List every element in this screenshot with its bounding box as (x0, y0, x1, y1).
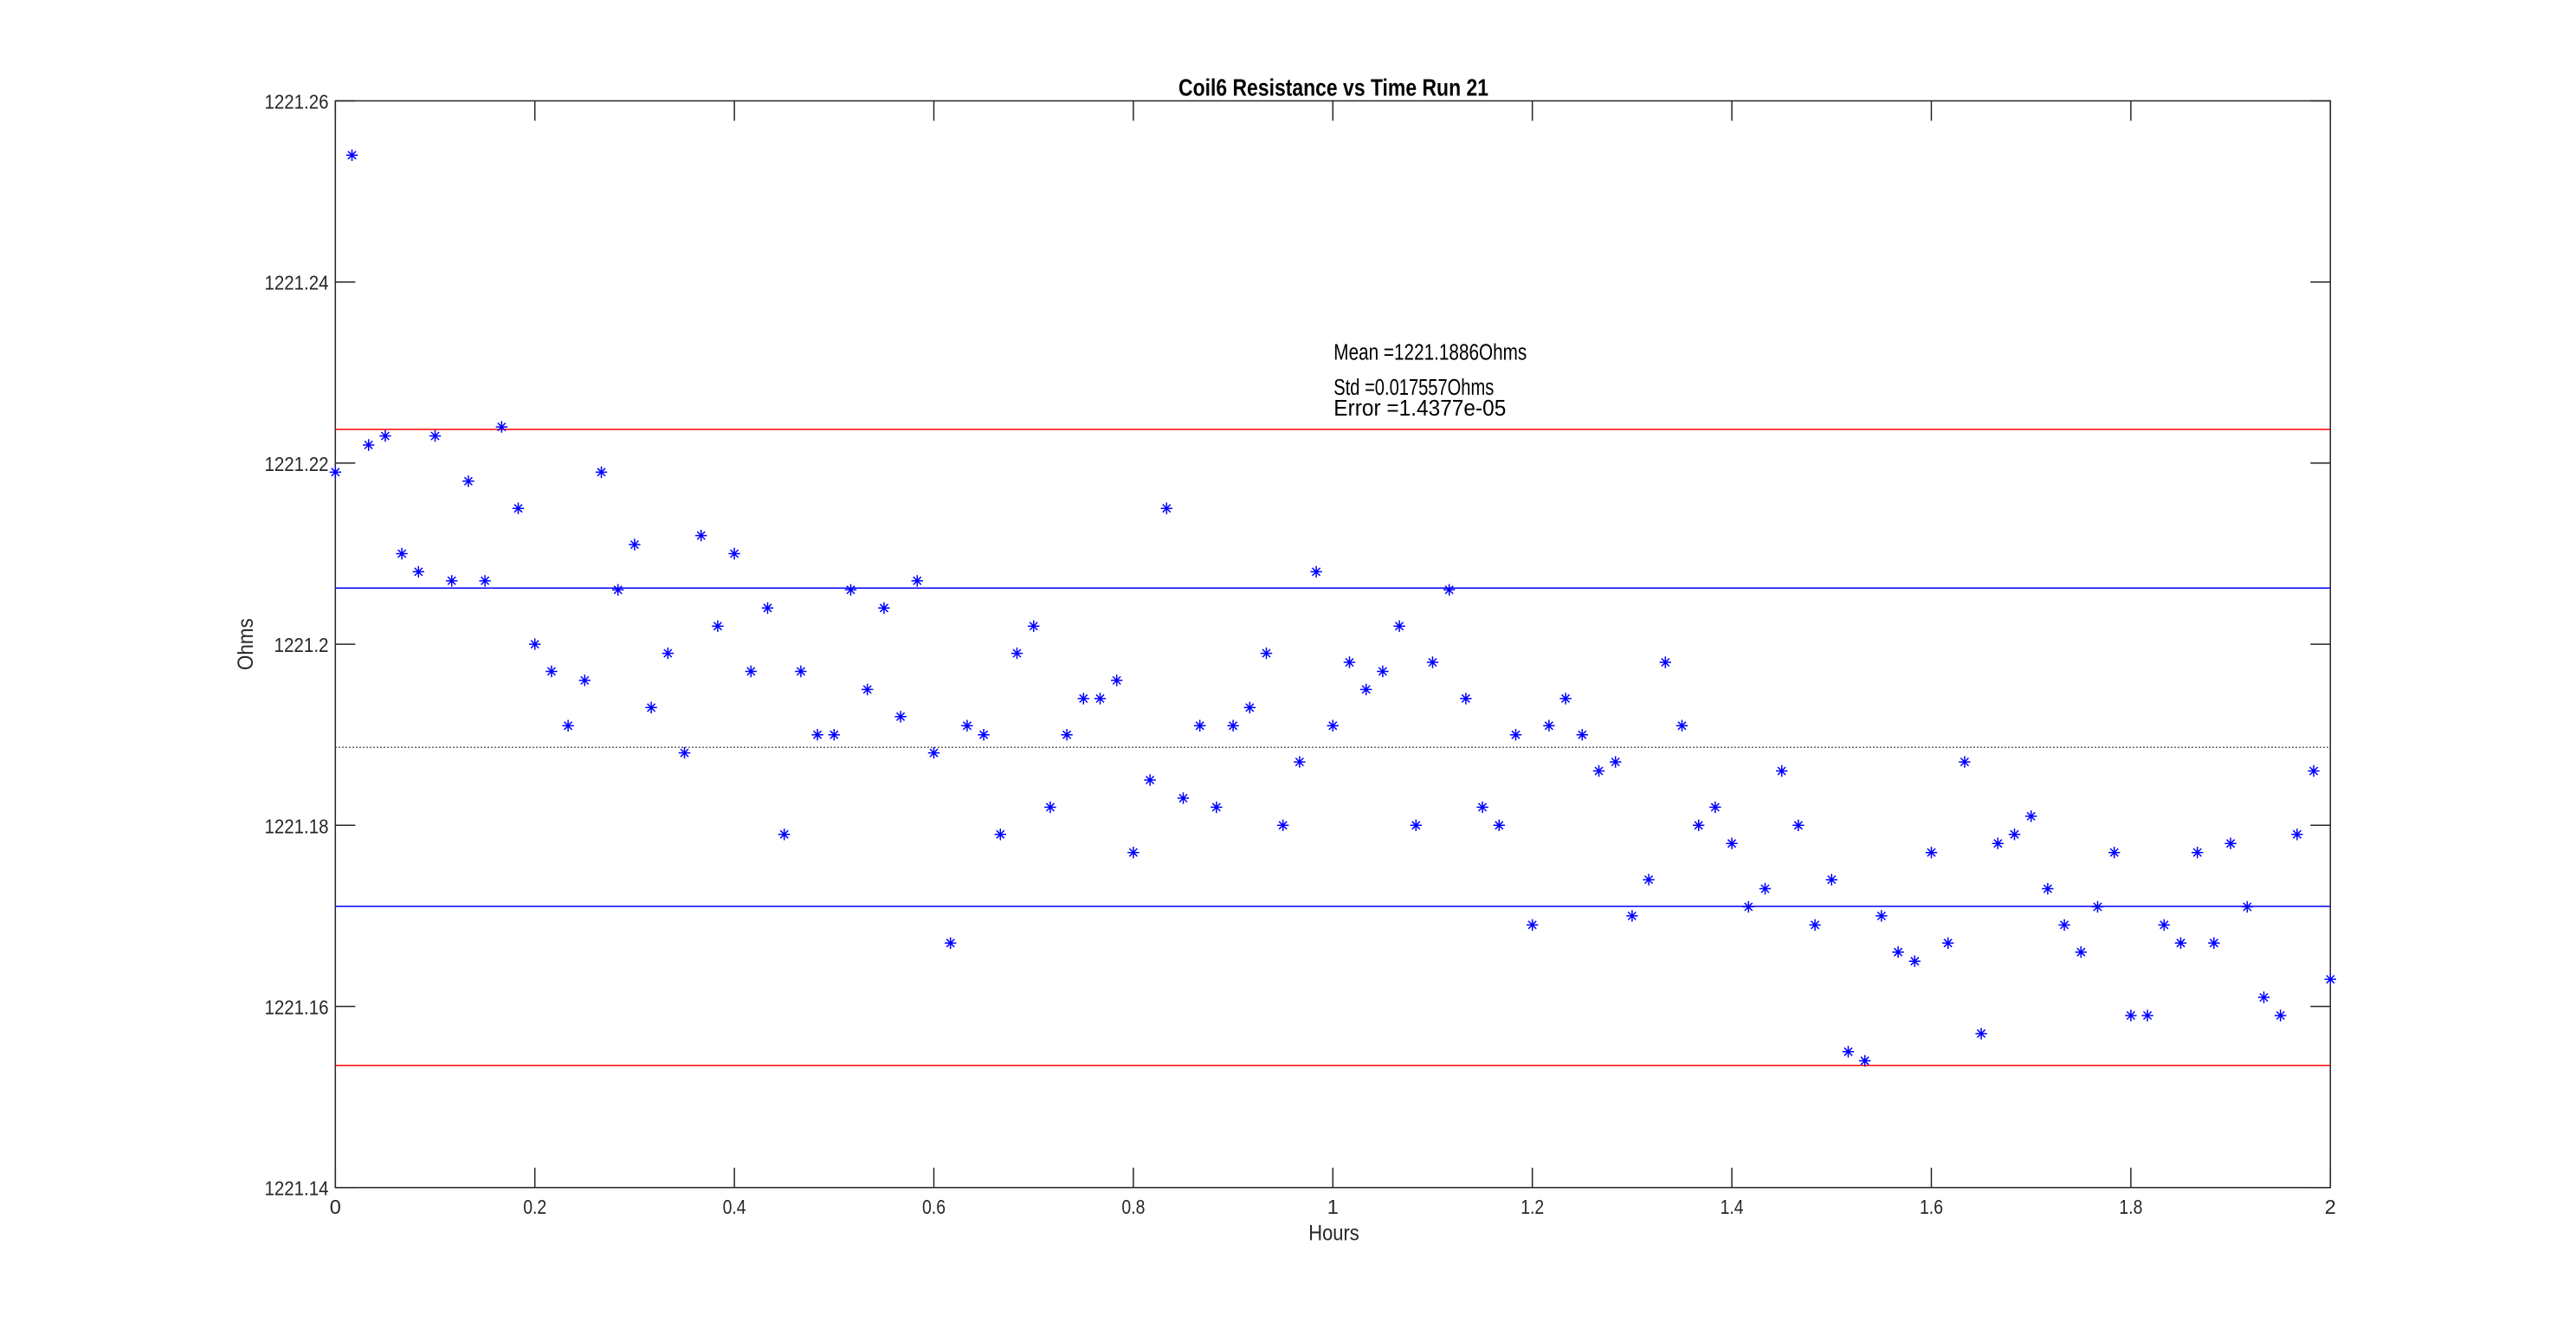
svg-text:1221.2: 1221.2 (274, 634, 329, 656)
svg-text:1221.14: 1221.14 (265, 1177, 329, 1200)
svg-text:2: 2 (2325, 1196, 2336, 1218)
svg-text:Ohms: Ohms (234, 618, 258, 670)
svg-text:Error =1.4377e-05: Error =1.4377e-05 (1333, 397, 1506, 421)
svg-text:1: 1 (1327, 1196, 1339, 1218)
svg-text:Mean =1221.1886Ohms: Mean =1221.1886Ohms (1333, 341, 1527, 365)
svg-text:0.4: 0.4 (723, 1196, 746, 1218)
svg-text:1.6: 1.6 (1920, 1196, 1943, 1218)
svg-text:Hours: Hours (1308, 1222, 1359, 1246)
svg-text:1221.22: 1221.22 (265, 453, 329, 475)
svg-text:1.4: 1.4 (1721, 1196, 1744, 1218)
svg-text:1221.18: 1221.18 (265, 815, 329, 837)
svg-text:1221.16: 1221.16 (265, 996, 329, 1019)
svg-text:1.8: 1.8 (2119, 1196, 2142, 1218)
svg-text:1221.26: 1221.26 (265, 91, 329, 113)
svg-text:Std =0.017557Ohms: Std =0.017557Ohms (1333, 376, 1494, 400)
svg-text:1221.24: 1221.24 (265, 272, 329, 294)
svg-text:0.2: 0.2 (523, 1196, 546, 1218)
svg-text:1.2: 1.2 (1520, 1196, 1544, 1218)
svg-text:0.6: 0.6 (922, 1196, 946, 1218)
svg-text:0: 0 (330, 1196, 341, 1218)
svg-text:Coil6 Resistance vs Time Run 2: Coil6 Resistance vs Time Run 21 (1178, 74, 1488, 101)
svg-text:0.8: 0.8 (1121, 1196, 1145, 1218)
